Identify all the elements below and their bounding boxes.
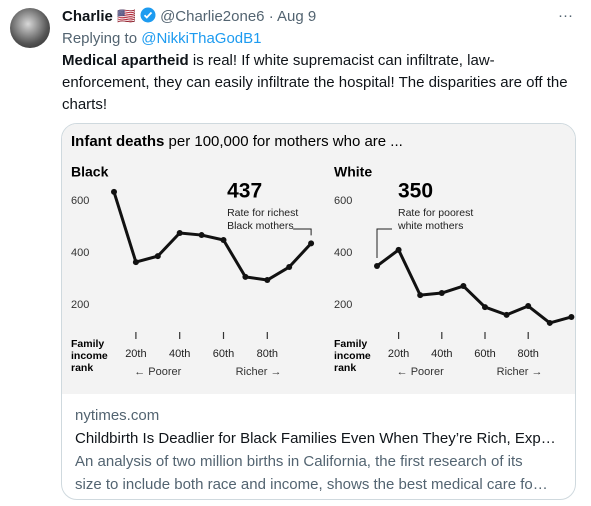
x-axis-label: rank [71, 362, 93, 374]
separator: · [268, 8, 274, 25]
tweet-text: Medical apartheid is real! If white supr… [62, 50, 574, 116]
tweet-text-bold: Medical apartheid [62, 52, 189, 69]
data-point [525, 303, 532, 310]
poorer-label: ← Poorer [397, 366, 444, 378]
replying-to: Replying to @NikkiThaGodB1 [62, 30, 262, 47]
panel-title: Black [71, 164, 109, 180]
x-axis-label: income [71, 350, 108, 362]
annotation: Rate for richest [227, 207, 298, 219]
data-point [176, 229, 183, 236]
data-line [376, 248, 572, 325]
x-axis-label: rank [334, 362, 356, 374]
x-axis-label: Family [334, 338, 367, 350]
data-point [308, 240, 315, 247]
data-line [112, 191, 313, 282]
data-point [111, 188, 117, 195]
verified-badge [140, 7, 156, 23]
x-tick-label: 20th [125, 348, 146, 360]
data-point [395, 246, 402, 253]
data-point [482, 304, 488, 311]
data-point [460, 283, 467, 290]
card-text: nytimes.com Childbirth Is Deadlier for B… [75, 404, 556, 496]
data-point [503, 311, 510, 318]
annotation: white mothers [397, 220, 463, 232]
x-tick-label: 20th [388, 348, 409, 360]
card-description: size to include both race and income, sh… [75, 476, 548, 493]
y-tick-label: 600 [334, 195, 352, 207]
card-image: Infant deaths per 100,000 for mothers wh… [62, 124, 575, 394]
poorer-label: ← Poorer [134, 366, 181, 378]
more-button[interactable]: ··· [558, 7, 573, 24]
y-tick-label: 200 [71, 299, 89, 311]
data-point [220, 237, 227, 243]
x-tick-label: 60th [474, 348, 495, 360]
data-point [198, 232, 205, 239]
annotation: Rate for poorest [398, 207, 473, 219]
avatar[interactable] [10, 8, 50, 48]
data-point [286, 264, 293, 271]
panel-title: White [334, 164, 372, 180]
header-rest: per 100,000 for mothers who are ... [164, 133, 402, 150]
card-domain: nytimes.com [75, 407, 160, 424]
mention[interactable]: @NikkiThaGodB1 [141, 30, 262, 47]
y-tick-label: 600 [71, 195, 89, 207]
replying-prefix: Replying to [62, 30, 138, 47]
annotation-leader [376, 228, 392, 258]
x-axis-label: income [334, 350, 371, 362]
annotation-leader [293, 228, 312, 236]
data-point [264, 277, 271, 284]
date[interactable]: Aug 9 [277, 8, 317, 25]
x-axis-label: Family [71, 338, 104, 350]
value-label: 437 [227, 180, 262, 203]
card-description: An analysis of two million births in Cal… [75, 453, 523, 470]
data-point [438, 290, 445, 297]
y-tick-label: 200 [334, 299, 352, 311]
card-title: Childbirth Is Deadlier for Black Familie… [75, 430, 556, 447]
data-point [242, 273, 249, 280]
annotation: Black mothers [227, 220, 294, 232]
data-point [417, 292, 424, 299]
data-point [132, 259, 139, 266]
user-name[interactable]: Charlie [62, 8, 113, 25]
x-tick-label: 60th [213, 348, 234, 360]
richer-label: Richer → [497, 366, 543, 378]
x-tick-label: 80th [517, 348, 538, 360]
x-tick-label: 80th [257, 348, 278, 360]
data-point [154, 253, 161, 260]
tweet-header: Charlie 🇺🇸 @Charlie2one6 · Aug 9 [62, 7, 316, 25]
header-bold: Infant deaths [71, 133, 164, 150]
tweet-text-rest: is real! If white supremacist can infilt… [62, 52, 568, 113]
handle[interactable]: @Charlie2one6 [160, 8, 265, 25]
data-point [374, 263, 380, 269]
y-tick-label: 400 [334, 247, 352, 259]
data-point [546, 319, 553, 326]
y-tick-label: 400 [71, 247, 89, 259]
richer-label: Richer → [236, 366, 282, 378]
x-tick-label: 40th [169, 348, 190, 360]
value-label: 350 [398, 180, 433, 203]
image-header: Infant deaths per 100,000 for mothers wh… [71, 133, 403, 150]
link-card[interactable]: Infant deaths per 100,000 for mothers wh… [61, 123, 576, 500]
x-tick-label: 40th [431, 348, 452, 360]
flag: 🇺🇸 [117, 8, 136, 25]
data-point [568, 313, 575, 320]
